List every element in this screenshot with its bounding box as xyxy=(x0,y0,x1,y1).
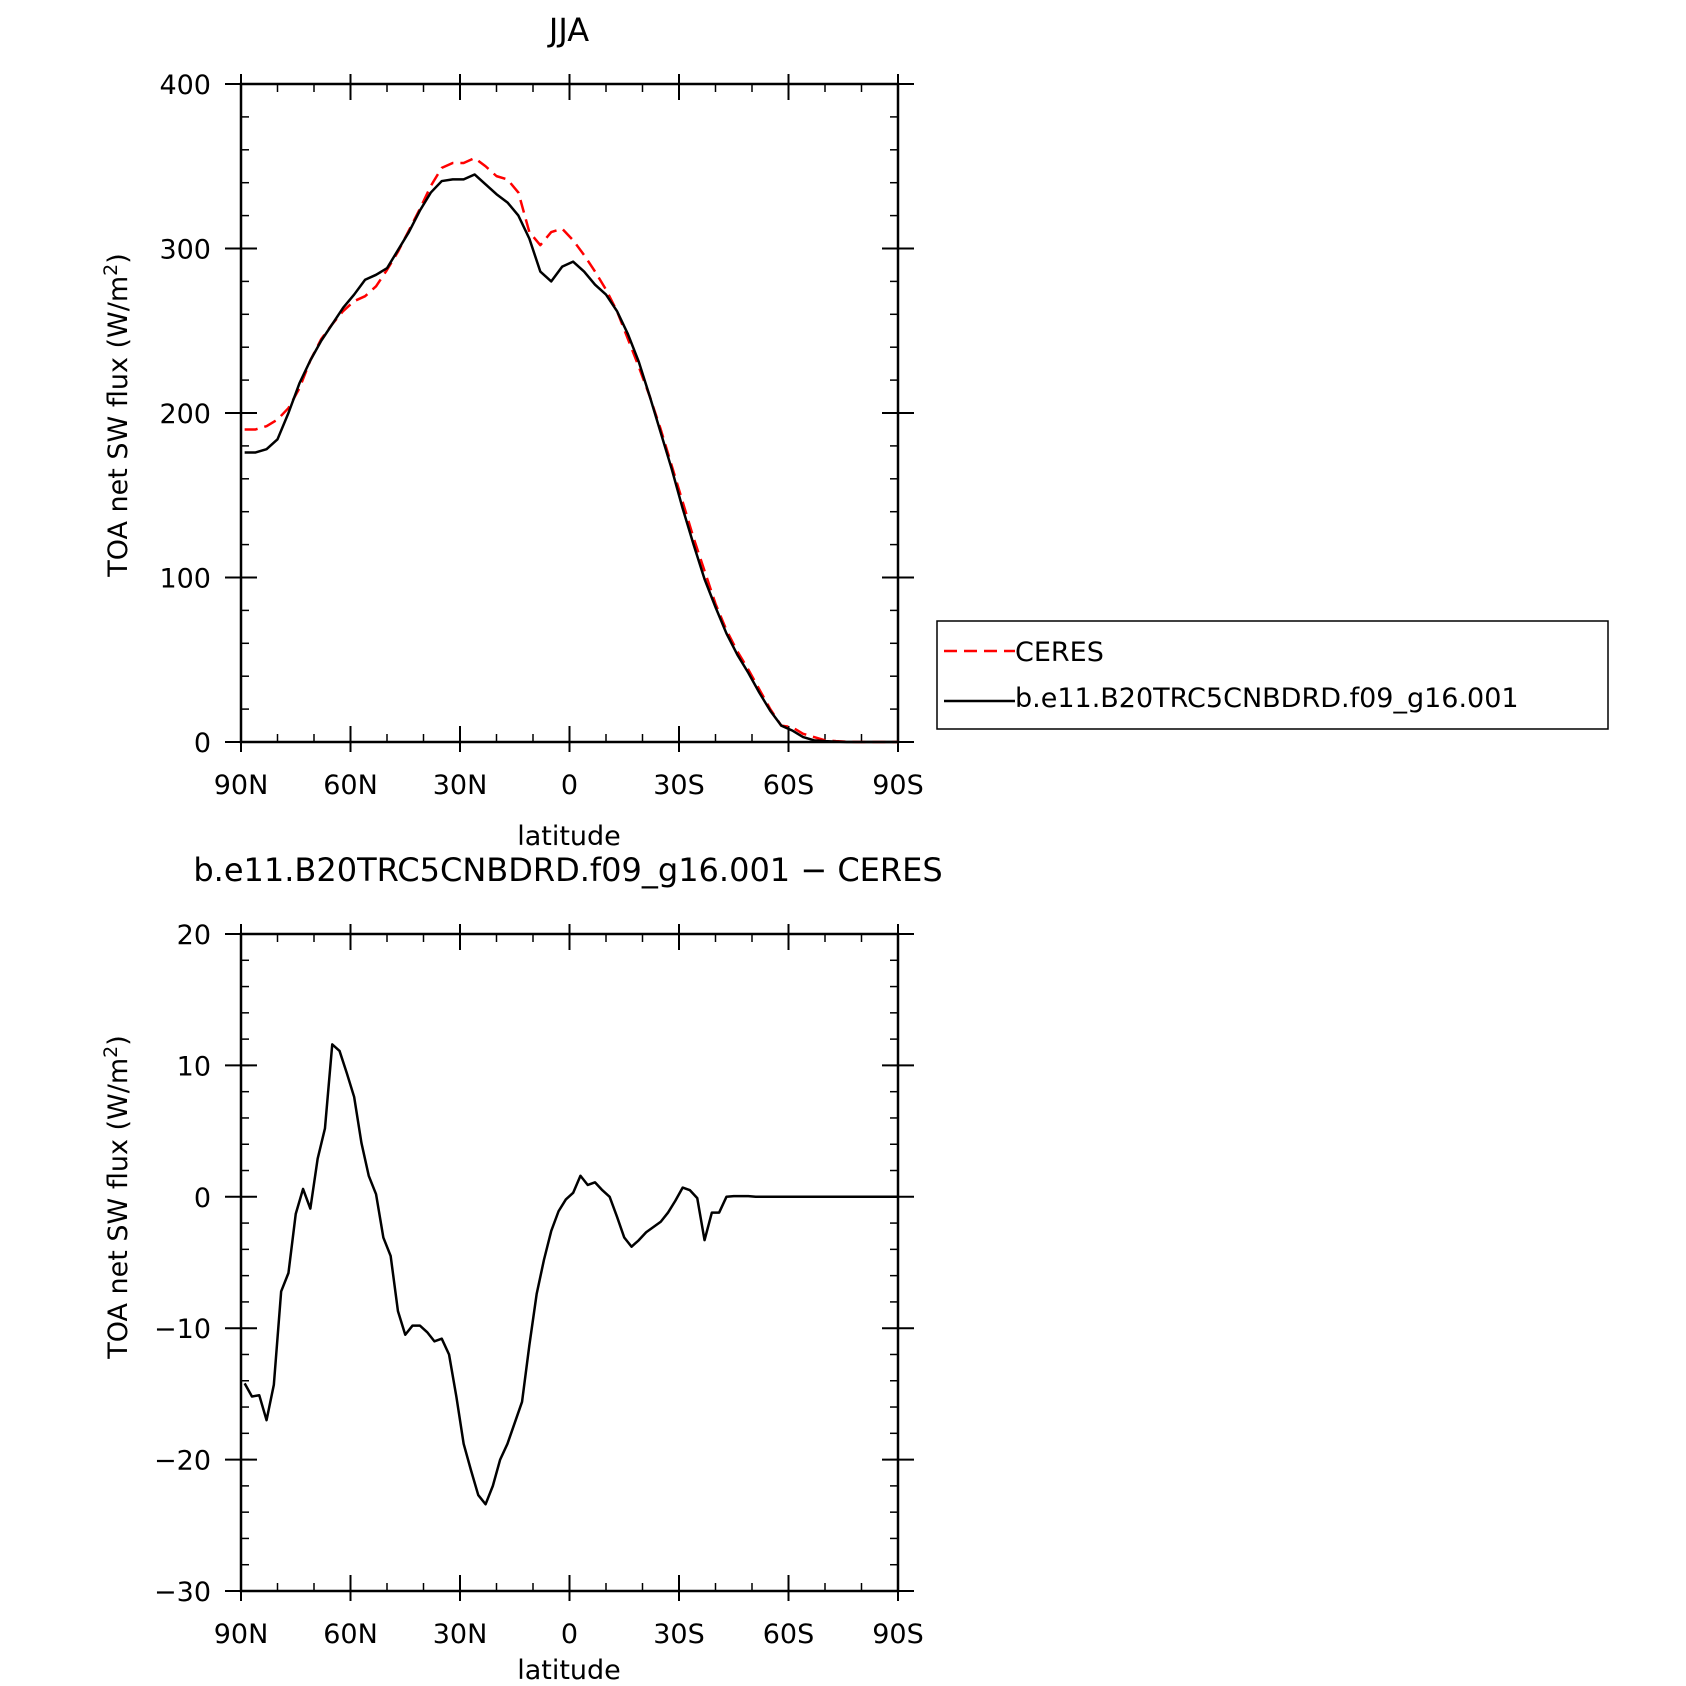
bottom-y-tick-label: −30 xyxy=(154,1577,211,1608)
top-y-tick-label: 100 xyxy=(159,564,211,595)
top-chart-panel: JJA 90N 60N 30N 0 30S 60S 90S 0 100 200 300 400 lat… xyxy=(100,11,1609,852)
bottom-x-tick-label: 60N xyxy=(323,1619,378,1650)
bottom-chart-x-axis-title: latitude xyxy=(517,1655,621,1686)
bottom-chart-y-axis-title: TOA net SW flux (W/m2) xyxy=(100,1035,134,1360)
bottom-chart-title: b.e11.B20TRC5CNBDRD.f09_g16.001 − CERES xyxy=(193,851,942,889)
bottom-y-tick-label: 0 xyxy=(194,1183,211,1214)
top-series-line-b-e11-b20trc5cnbdrd-f09-g16-001 xyxy=(244,173,898,744)
bottom-series-line-difference xyxy=(243,1043,898,1506)
top-chart-frame xyxy=(239,82,900,744)
bottom-chart-plot-area: 90N 60N 30N 0 30S 60S 90S −30 −20 −10 0 10 20 xyxy=(154,920,924,1650)
bottom-x-tick-label: 0 xyxy=(561,1619,578,1650)
top-y-tick-label: 0 xyxy=(194,728,211,759)
top-x-tick-label: 90N xyxy=(214,770,269,801)
bottom-x-tick-label: 60S xyxy=(763,1619,815,1650)
bottom-x-tick-label: 30N xyxy=(433,1619,488,1650)
bottom-y-tick-label: 20 xyxy=(177,920,211,951)
top-chart-title: JJA xyxy=(547,11,589,49)
legend-box xyxy=(936,620,1609,730)
bottom-x-tick-label: 30S xyxy=(653,1619,705,1650)
top-y-tick-label: 400 xyxy=(159,70,211,101)
top-x-tick-label: 60S xyxy=(763,770,815,801)
top-chart-x-axis-title: latitude xyxy=(517,821,621,852)
legend-ceres-label: CERES xyxy=(1015,637,1104,668)
bottom-x-tick-label: 90N xyxy=(214,1619,269,1650)
bottom-chart-frame xyxy=(239,932,900,1593)
bottom-y-tick-label: −20 xyxy=(154,1446,211,1477)
bottom-x-tick-label: 90S xyxy=(872,1619,924,1650)
top-y-tick-label: 200 xyxy=(159,399,211,430)
bottom-y-tick-label: 10 xyxy=(177,1051,211,1082)
bottom-chart-panel: b.e11.B20TRC5CNBDRD.f09_g16.001 − CERES … xyxy=(100,851,943,1686)
bottom-y-tick-label: −10 xyxy=(154,1314,211,1345)
top-x-tick-label: 90S xyxy=(872,770,924,801)
legend-model-label: b.e11.B20TRC5CNBDRD.f09_g16.001 xyxy=(1015,683,1519,714)
top-x-tick-label: 30N xyxy=(433,770,488,801)
top-x-tick-label: 30S xyxy=(653,770,705,801)
top-x-tick-label: 0 xyxy=(561,770,578,801)
top-y-tick-label: 300 xyxy=(159,235,211,266)
top-chart-legend: CERES b.e11.B20TRC5CNBDRD.f09_g16.001 xyxy=(936,620,1609,730)
top-series-line-ceres xyxy=(244,156,898,744)
top-x-tick-label: 60N xyxy=(323,770,378,801)
top-chart-plot-area: 90N 60N 30N 0 30S 60S 90S 0 100 200 300 400 xyxy=(159,70,923,801)
top-chart-y-axis-title: TOA net SW flux (W/m2) xyxy=(100,253,134,578)
